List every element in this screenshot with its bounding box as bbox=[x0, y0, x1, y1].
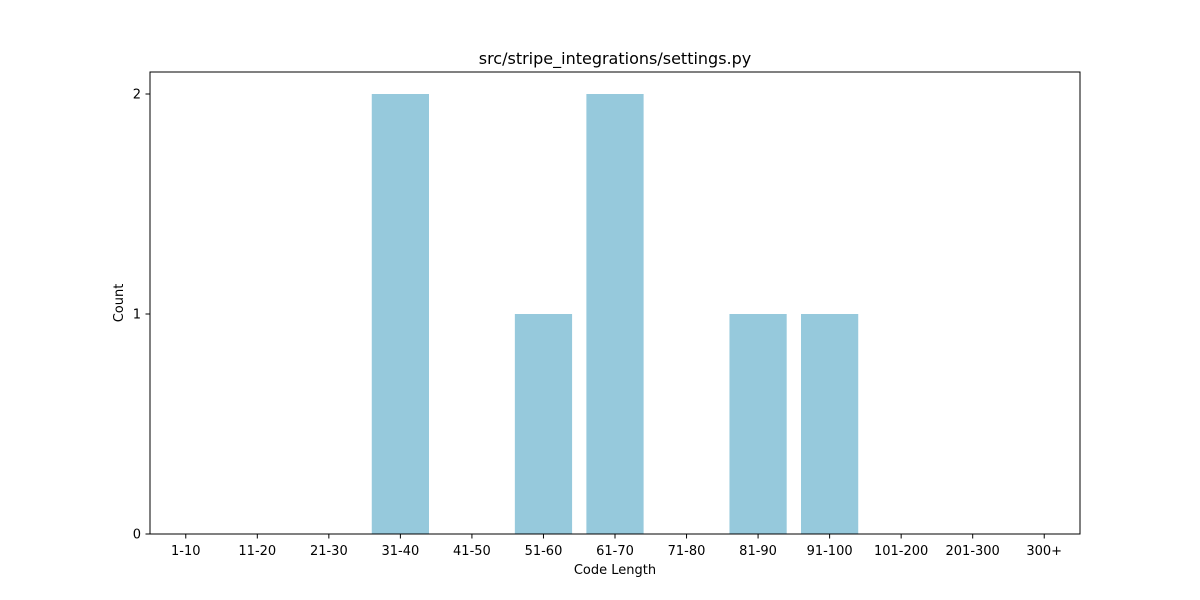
x-tick-label: 81-90 bbox=[739, 544, 777, 559]
x-tick-label: 1-10 bbox=[171, 544, 201, 559]
bar-91-100 bbox=[801, 314, 859, 534]
y-tick-label: 0 bbox=[133, 528, 141, 543]
bar-51-60 bbox=[514, 314, 573, 534]
chart-title: src/stripe_integrations/settings.py bbox=[479, 49, 752, 69]
x-tick-label: 61-70 bbox=[596, 544, 634, 559]
x-tick-label: 11-20 bbox=[238, 544, 276, 559]
x-tick-label: 71-80 bbox=[668, 544, 706, 559]
x-tick-label: 31-40 bbox=[381, 544, 419, 559]
x-tick-label: 101-200 bbox=[874, 544, 928, 559]
x-tick-label: 21-30 bbox=[310, 544, 348, 559]
x-tick-label: 201-300 bbox=[946, 544, 1000, 559]
y-axis-label: Count bbox=[112, 284, 127, 323]
x-tick-label: 300+ bbox=[1026, 544, 1062, 559]
plot-frame bbox=[149, 71, 1081, 535]
y-tick-label: 2 bbox=[133, 88, 141, 103]
x-tick-label: 41-50 bbox=[453, 544, 491, 559]
bar-31-40 bbox=[371, 94, 429, 534]
x-tick-label: 51-60 bbox=[525, 544, 563, 559]
x-axis-ticks: 1-10 11-20 21-30 31-40 41-50 51-60 61-70 71-80 8… bbox=[171, 534, 1062, 559]
bar-81-90 bbox=[729, 314, 787, 534]
bars-group bbox=[371, 94, 859, 534]
x-tick-label: 91-100 bbox=[807, 544, 853, 559]
y-axis-ticks: 0 1 2 bbox=[133, 88, 150, 543]
x-axis-label: Code Length bbox=[574, 563, 656, 578]
y-tick-label: 1 bbox=[133, 308, 141, 323]
bar-61-70 bbox=[586, 94, 644, 534]
